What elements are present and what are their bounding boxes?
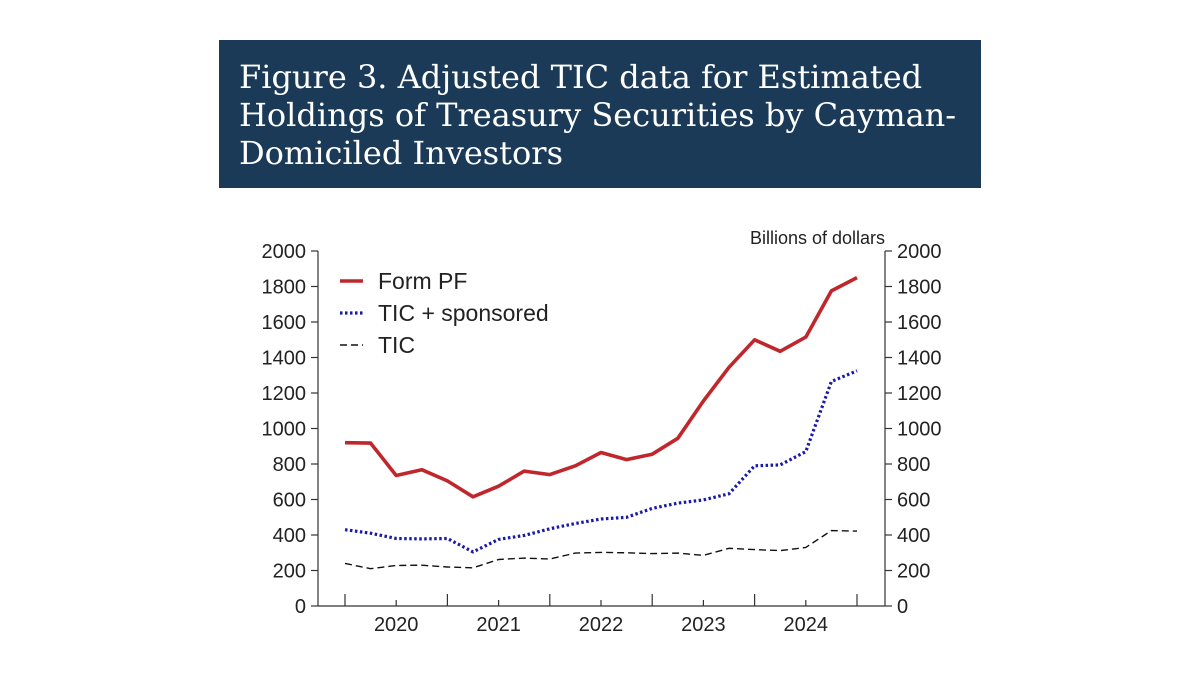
y-tick-label-right: 0	[897, 596, 908, 618]
legend-label: TIC	[378, 332, 415, 358]
y-tick-label-right: 800	[897, 454, 930, 476]
figure-title-box: Figure 3. Adjusted TIC data for Estimate…	[219, 40, 981, 188]
series-line-form-pf	[344, 276, 858, 499]
y-tick-label-right: 2000	[897, 241, 942, 263]
y-tick-label-left: 200	[273, 561, 306, 583]
x-tick-label: 2022	[579, 614, 624, 636]
y-tick-label-right: 1000	[897, 419, 942, 441]
chart-axes: 0 0 200 200 400 400 600 600 800 800 1000 1000 1200 12…	[262, 241, 942, 636]
y-tick-label-right: 600	[897, 490, 930, 512]
y-tick-label-left: 600	[273, 490, 306, 512]
x-tick-label: 2020	[374, 614, 419, 636]
y-tick-label-left: 2000	[262, 241, 307, 263]
y-tick-label-right: 200	[897, 561, 930, 583]
y-tick-label-left: 1600	[262, 312, 307, 334]
y-tick-label-right: 1200	[897, 383, 942, 405]
legend-label: TIC + sponsored	[378, 300, 549, 326]
y-tick-label-left: 1400	[262, 348, 307, 370]
y-tick-label-left: 0	[295, 596, 306, 618]
y-tick-label-right: 1800	[897, 277, 942, 299]
series-line-tic	[344, 529, 858, 570]
y-tick-label-right: 1600	[897, 312, 942, 334]
legend-label: Form PF	[378, 268, 467, 294]
unit-label: Billions of dollars	[750, 228, 885, 248]
y-tick-label-right: 1400	[897, 348, 942, 370]
y-tick-label-left: 1800	[262, 277, 307, 299]
x-tick-label: 2024	[784, 614, 829, 636]
y-tick-label-left: 400	[273, 525, 306, 547]
y-tick-label-left: 800	[273, 454, 306, 476]
y-tick-label-left: 1200	[262, 383, 307, 405]
x-tick-label: 2023	[681, 614, 726, 636]
y-tick-label-left: 1000	[262, 419, 307, 441]
chart-legend: Form PF TIC + sponsored TIC	[340, 268, 549, 358]
chart-series	[344, 276, 858, 570]
figure-title: Figure 3. Adjusted TIC data for Estimate…	[239, 58, 957, 172]
x-tick-label: 2021	[476, 614, 521, 636]
y-tick-label-right: 400	[897, 525, 930, 547]
series-line-tic-sponsored	[344, 369, 858, 554]
